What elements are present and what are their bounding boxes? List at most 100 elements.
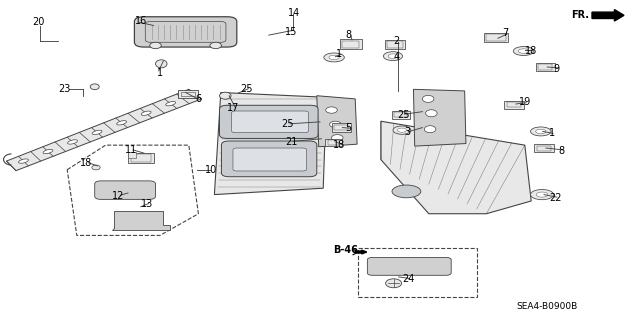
- Ellipse shape: [388, 54, 398, 58]
- Text: 10: 10: [205, 165, 218, 175]
- Ellipse shape: [393, 126, 411, 134]
- Ellipse shape: [518, 49, 529, 53]
- Ellipse shape: [43, 149, 53, 154]
- FancyBboxPatch shape: [233, 148, 307, 171]
- Ellipse shape: [141, 111, 151, 115]
- Ellipse shape: [329, 55, 339, 60]
- Ellipse shape: [90, 84, 99, 90]
- Text: 14: 14: [288, 8, 301, 18]
- Ellipse shape: [531, 189, 554, 200]
- Ellipse shape: [392, 185, 421, 198]
- Ellipse shape: [92, 130, 102, 135]
- Text: 25: 25: [240, 84, 253, 94]
- Text: 7: 7: [502, 28, 509, 39]
- FancyBboxPatch shape: [220, 105, 318, 138]
- Ellipse shape: [426, 110, 437, 117]
- Ellipse shape: [150, 42, 161, 48]
- Ellipse shape: [383, 52, 403, 61]
- Bar: [385, 40, 405, 49]
- Bar: [538, 64, 552, 70]
- Bar: [128, 152, 136, 158]
- Ellipse shape: [424, 126, 436, 133]
- Ellipse shape: [92, 165, 100, 170]
- Text: 5: 5: [346, 123, 352, 133]
- Bar: [325, 139, 342, 146]
- Text: 8: 8: [346, 30, 352, 40]
- Text: 1: 1: [548, 128, 555, 138]
- Bar: [358, 248, 477, 297]
- Bar: [392, 111, 410, 119]
- FancyArrow shape: [355, 250, 367, 254]
- Ellipse shape: [397, 128, 406, 132]
- Text: B-46: B-46: [333, 245, 358, 256]
- Ellipse shape: [513, 47, 534, 56]
- FancyBboxPatch shape: [232, 111, 308, 133]
- Text: 25: 25: [282, 119, 294, 130]
- Bar: [537, 145, 551, 151]
- Bar: [334, 125, 348, 130]
- Text: 9: 9: [554, 63, 560, 74]
- Bar: [486, 34, 506, 41]
- FancyBboxPatch shape: [221, 141, 317, 177]
- Text: 15: 15: [285, 27, 298, 37]
- Polygon shape: [317, 96, 357, 147]
- Text: 18: 18: [525, 46, 538, 56]
- Polygon shape: [112, 211, 170, 230]
- Bar: [394, 112, 407, 117]
- Ellipse shape: [326, 107, 337, 113]
- Bar: [387, 41, 403, 48]
- Bar: [484, 33, 508, 42]
- Bar: [534, 144, 554, 152]
- Bar: [340, 39, 362, 49]
- Text: 16: 16: [134, 16, 147, 26]
- Ellipse shape: [531, 127, 551, 136]
- Text: FR.: FR.: [571, 10, 589, 20]
- Text: 24: 24: [402, 274, 415, 284]
- Polygon shape: [592, 10, 624, 21]
- Text: 11: 11: [125, 145, 138, 155]
- Bar: [181, 92, 195, 96]
- Text: 3: 3: [404, 127, 410, 137]
- Bar: [131, 154, 151, 162]
- Text: 21: 21: [285, 137, 298, 147]
- Text: 4: 4: [394, 52, 400, 63]
- Ellipse shape: [330, 121, 341, 128]
- Text: 6: 6: [195, 94, 202, 104]
- Ellipse shape: [210, 42, 221, 48]
- Bar: [178, 90, 198, 98]
- Polygon shape: [413, 89, 466, 146]
- Bar: [507, 102, 521, 107]
- Bar: [328, 140, 339, 145]
- Ellipse shape: [116, 121, 127, 125]
- Ellipse shape: [422, 95, 434, 102]
- Ellipse shape: [166, 101, 175, 106]
- Ellipse shape: [19, 159, 28, 163]
- Text: 13: 13: [141, 199, 154, 209]
- Text: 19: 19: [518, 97, 531, 107]
- Ellipse shape: [385, 279, 402, 288]
- Bar: [504, 100, 524, 108]
- Ellipse shape: [156, 60, 167, 68]
- Ellipse shape: [68, 140, 77, 144]
- FancyBboxPatch shape: [95, 181, 156, 199]
- Text: 25: 25: [397, 110, 410, 120]
- Text: 22: 22: [549, 193, 562, 203]
- Ellipse shape: [536, 192, 548, 197]
- FancyBboxPatch shape: [134, 17, 237, 47]
- Bar: [332, 123, 351, 132]
- FancyBboxPatch shape: [367, 257, 451, 275]
- Polygon shape: [381, 121, 531, 214]
- Text: 1: 1: [336, 49, 342, 59]
- Bar: [536, 63, 555, 71]
- Text: 23: 23: [58, 84, 70, 94]
- Ellipse shape: [332, 135, 343, 141]
- Polygon shape: [6, 89, 202, 171]
- Text: SEA4-B0900B: SEA4-B0900B: [516, 302, 578, 311]
- Text: 2: 2: [394, 36, 400, 47]
- Text: 18: 18: [333, 140, 346, 150]
- Polygon shape: [214, 93, 326, 195]
- Text: 17: 17: [227, 103, 240, 114]
- Text: 20: 20: [32, 17, 45, 27]
- Text: 8: 8: [559, 145, 565, 156]
- Text: 12: 12: [112, 191, 125, 201]
